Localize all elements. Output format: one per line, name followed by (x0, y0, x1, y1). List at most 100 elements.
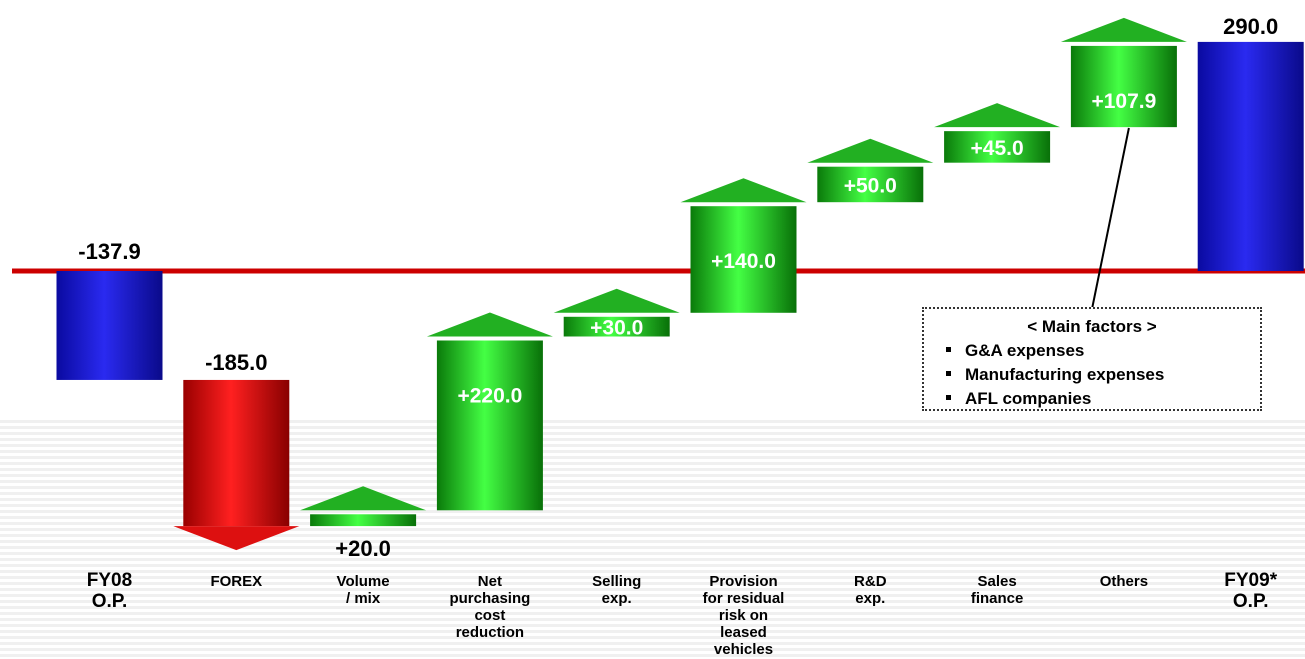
bar-sales-finance (944, 131, 1051, 163)
data-label-selling: +30.0 (590, 317, 643, 340)
bullet-icon (946, 347, 951, 353)
background-stripe (0, 462, 1305, 465)
data-label-volume: +20.0 (335, 536, 391, 561)
category-label-residual: Provision for residual risk on leased vehicl… (679, 573, 809, 658)
background-stripe (0, 600, 1305, 603)
arrowhead-up-sales-finance (934, 103, 1061, 128)
background-stripe (0, 528, 1305, 531)
category-label-selling: Selling exp. (552, 573, 682, 607)
category-label-line: reduction (455, 624, 525, 641)
background-stripe (0, 570, 1305, 573)
background-stripe (0, 516, 1305, 519)
bar-fy08 (56, 271, 163, 380)
data-label-forex: -185.0 (205, 350, 267, 375)
background-stripe (0, 558, 1305, 561)
category-label-line: FY09* (1224, 570, 1278, 591)
main-factors-title: < Main factors > (1027, 317, 1157, 336)
background-stripe (0, 618, 1305, 621)
background-stripe (0, 546, 1305, 549)
data-label-rnd: +50.0 (844, 174, 897, 197)
data-label-fy09: 290.0 (1223, 14, 1278, 39)
category-label-line: R&D (854, 573, 887, 590)
data-label-purchasing: +220.0 (457, 384, 522, 407)
bar-residual (690, 206, 797, 313)
background-stripe (0, 480, 1305, 483)
background-stripe (0, 450, 1305, 453)
background-stripe (0, 630, 1305, 633)
background-stripe (0, 624, 1305, 627)
category-label-line: risk on (718, 607, 769, 624)
bar-fy09 (1197, 41, 1304, 272)
background-stripe (0, 432, 1305, 435)
category-label-line: exp. (601, 590, 632, 607)
category-label-line: purchasing (449, 590, 531, 607)
category-label-line: cost (474, 607, 506, 624)
background-stripe (0, 636, 1305, 639)
background-stripe (0, 498, 1305, 501)
category-label-line: leased (720, 624, 767, 641)
background-stripe (0, 612, 1305, 615)
background-stripe (0, 540, 1305, 543)
background-stripe (0, 492, 1305, 495)
background-stripe (0, 576, 1305, 579)
category-label-line: Volume (336, 573, 390, 590)
arrowhead-up-volume (300, 486, 427, 511)
category-label-fy09: FY09* O.P. (1186, 570, 1305, 612)
background-stripe (0, 522, 1305, 525)
background-stripe (0, 642, 1305, 645)
background-stripe (0, 594, 1305, 597)
arrowhead-down-forex (173, 526, 300, 551)
category-label-line: Provision (709, 573, 778, 590)
category-label-sales-finance: Sales finance (932, 573, 1062, 607)
background-stripe (0, 438, 1305, 441)
background-stripe (0, 456, 1305, 459)
category-label-volume: Volume / mix (298, 573, 428, 607)
bar-others (1070, 45, 1177, 128)
bullet-icon (946, 371, 951, 377)
background-stripe (0, 426, 1305, 429)
background-stripe (0, 552, 1305, 555)
bar-selling (563, 316, 670, 337)
background-stripe (0, 420, 1305, 423)
bar-rnd (817, 166, 924, 203)
arrowhead-up-rnd (807, 138, 934, 163)
background-stripe (0, 534, 1305, 537)
category-label-line: Net (477, 573, 502, 590)
data-label-others: +107.9 (1091, 90, 1156, 113)
arrowhead-up-residual (680, 178, 807, 203)
data-label-residual: +140.0 (711, 250, 776, 273)
leader-line (1091, 127, 1130, 310)
category-label-line: Others (1099, 573, 1149, 590)
data-label-sales-finance: +45.0 (971, 137, 1024, 160)
category-label-rnd: R&D exp. (805, 573, 935, 607)
bar-forex (183, 379, 290, 527)
category-label-line: O.P. (91, 591, 128, 612)
background-stripe (0, 648, 1305, 651)
background-stripe (0, 486, 1305, 489)
arrowhead-up-others (1060, 17, 1187, 42)
background-stripe (0, 564, 1305, 567)
category-label-line: O.P. (1232, 591, 1269, 612)
background-stripe (0, 582, 1305, 585)
main-factors-list: G&A expenses Manufacturing expenses AFL … (946, 339, 1164, 411)
category-label-line: exp. (855, 590, 886, 607)
background-stripe (0, 444, 1305, 447)
bullet-icon (946, 395, 951, 401)
category-label-line: finance (970, 590, 1024, 607)
background-stripe (0, 474, 1305, 477)
category-label-others: Others (1059, 573, 1189, 590)
main-factor-item: AFL companies (946, 387, 1164, 411)
background-stripe (0, 606, 1305, 609)
category-label-line: for residual (702, 590, 785, 607)
background-stripe (0, 654, 1305, 657)
background-stripe (0, 504, 1305, 507)
category-label-line: / mix (346, 590, 381, 607)
category-label-fy08: FY08 O.P. (45, 570, 175, 612)
arrowhead-up-purchasing (426, 312, 553, 337)
background-stripe (0, 468, 1305, 471)
data-label-fy08: -137.9 (78, 239, 140, 264)
category-label-line: Sales (977, 573, 1017, 590)
